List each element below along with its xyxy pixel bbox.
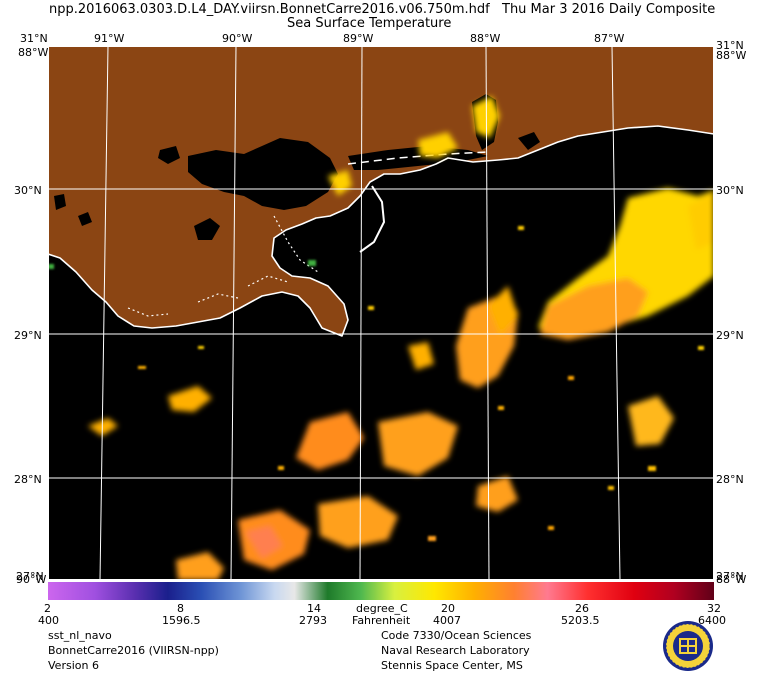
lon-label-90w: 90°W [222, 32, 253, 45]
cbar-c-tick-32: 32 [707, 602, 721, 615]
corner-label-right-bottom: 88°W [716, 573, 747, 586]
corner-label-left-top: 88°W [18, 46, 49, 59]
lat-label-left-28n: 28°N [14, 473, 42, 486]
corner-label-left-bottom-under: 27°N [16, 570, 44, 583]
cbar-f-tick-4007: 4007 [433, 614, 461, 627]
mississippi-sound [348, 146, 488, 170]
chandeleur-islands [359, 185, 386, 253]
corner-label-left-bottom: 90°W [16, 573, 47, 586]
lake-small-west [158, 146, 180, 164]
cbar-c-tick-8: 8 [177, 602, 184, 615]
cbar-f-tick-5203: 5203.5 [561, 614, 600, 627]
coastline [48, 125, 714, 337]
lake-pontchartrain [188, 138, 338, 210]
cbar-c-tick-14: 14 [307, 602, 321, 615]
product-title: Sea Surface Temperature [287, 16, 452, 31]
lat-label-right-29n: 29°N [716, 329, 744, 342]
filename-title: npp.2016063.0303.D.L4_DAY.viirsn.BonnetC… [49, 2, 490, 17]
footer-product-code: sst_nl_navo [48, 629, 112, 642]
footer-version: Version 6 [48, 659, 99, 672]
cbar-c-tick-20: 20 [441, 602, 455, 615]
corner-label-right-top: 88°W [716, 49, 747, 62]
footer-region: BonnetCarre2016 (VIIRSN-npp) [48, 644, 219, 657]
lon-label-87w: 87°W [594, 32, 625, 45]
inland-lake-west [54, 194, 66, 210]
corner-label-right-bottom-under: 27°N [716, 570, 744, 583]
lon-label-91w: 91°W [94, 32, 125, 45]
lon-label-89w: 89°W [343, 32, 374, 45]
lat-label-right-28n: 28°N [716, 473, 744, 486]
cbar-unit-fahrenheit: Fahrenheit [352, 614, 411, 627]
marsh-fragments [127, 215, 319, 317]
cbar-f-tick-6400: 6400 [698, 614, 726, 627]
land-mass [48, 46, 714, 336]
lon-label-88w: 88°W [470, 32, 501, 45]
cbar-unit-celsius: degree_C [356, 602, 408, 615]
sst-map [48, 46, 714, 580]
sst-specks [48, 226, 704, 541]
inland-lake-west2 [78, 212, 92, 226]
cbar-f-tick-2793: 2793 [299, 614, 327, 627]
graticule [48, 46, 714, 580]
perdido-bay [518, 132, 540, 150]
sst-patches [88, 96, 714, 580]
cbar-f-tick-400: 400 [38, 614, 59, 627]
sst-colorbar [48, 582, 714, 600]
barrier-islands [347, 151, 489, 165]
lat-label-left-30n: 30°N [14, 184, 42, 197]
cbar-c-tick-26: 26 [575, 602, 589, 615]
date-title: Thu Mar 3 2016 Daily Composite [502, 2, 716, 17]
footer-nrl: Naval Research Laboratory [381, 644, 530, 657]
nrl-seal-icon [663, 621, 713, 671]
cbar-c-tick-2: 2 [44, 602, 51, 615]
lat-label-right-30n: 30°N [716, 184, 744, 197]
cbar-f-tick-1596: 1596.5 [162, 614, 201, 627]
footer-code-7330: Code 7330/Ocean Sciences [381, 629, 532, 642]
top-left-corner-label: 31°N [20, 32, 48, 45]
lat-label-left-29n: 29°N [14, 329, 42, 342]
footer-stennis: Stennis Space Center, MS [381, 659, 523, 672]
lake-salvador [194, 218, 220, 240]
top-right-corner-label: 31°N [716, 39, 744, 52]
